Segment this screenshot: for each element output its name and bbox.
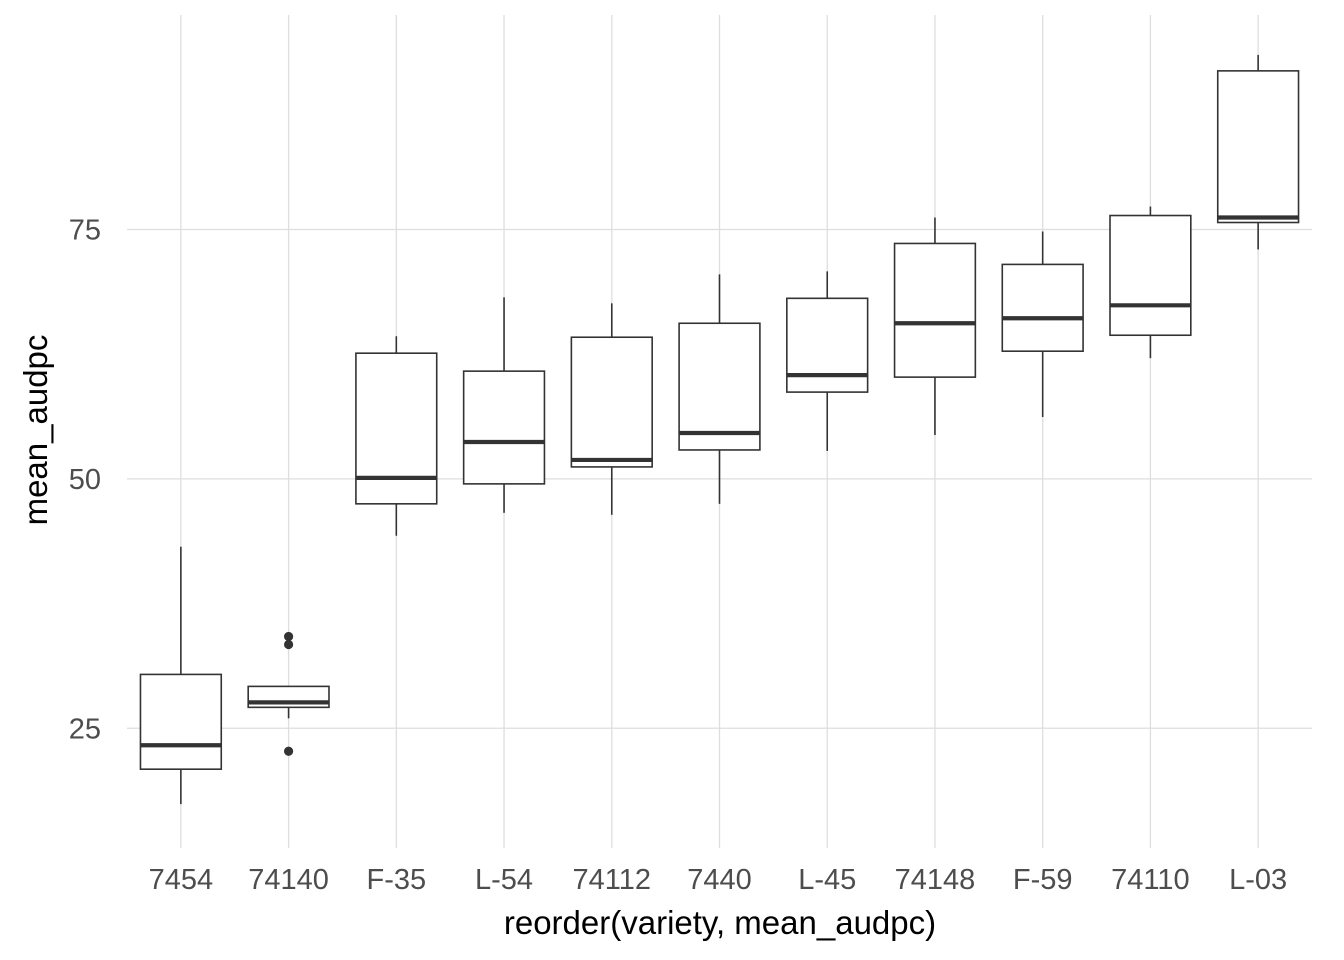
x-tick-label: L-03 [1229, 864, 1287, 896]
box-L-45 [786, 271, 869, 451]
x-tick-label: F-35 [366, 864, 426, 896]
box-iqr [786, 297, 869, 393]
box-iqr [893, 242, 977, 378]
tick-labels: 25 50 75 7454 74140 F-35 L-54 74112 7440 L-45 7414… [69, 214, 1287, 896]
x-tick-label: 7454 [149, 864, 214, 896]
box-74140 [247, 631, 330, 756]
box-iqr [678, 322, 761, 451]
y-tick-label: 50 [69, 464, 101, 496]
box-L-54 [462, 297, 546, 513]
box-7454 [139, 546, 223, 805]
x-tick-label: L-54 [475, 864, 533, 896]
box-iqr [462, 370, 546, 485]
y-tick-label: 25 [69, 713, 101, 745]
box-iqr [570, 336, 653, 468]
outlier-point [283, 639, 294, 650]
outlier-point [283, 631, 294, 642]
x-tick-label: 74140 [248, 864, 329, 896]
box-iqr [139, 673, 223, 770]
box-iqr [355, 352, 438, 505]
x-tick-label: L-45 [798, 864, 856, 896]
box-iqr [1109, 214, 1192, 337]
x-tick-label: F-59 [1013, 864, 1073, 896]
y-axis-title: mean_audpc [17, 335, 54, 526]
box-7440 [678, 274, 761, 504]
box-layer [139, 54, 1300, 805]
box-74110 [1109, 206, 1192, 359]
box-iqr [1001, 263, 1084, 352]
y-tick-label: 75 [69, 214, 101, 246]
box-74148 [893, 217, 977, 435]
outlier-point [283, 746, 294, 756]
x-tick-label: 74148 [895, 864, 976, 896]
x-tick-label: 7440 [687, 864, 752, 896]
box-iqr [1216, 70, 1300, 224]
box-F-35 [355, 336, 438, 536]
box-74112 [570, 303, 653, 515]
box-F-59 [1001, 231, 1084, 418]
box-L-03 [1216, 54, 1300, 250]
x-axis-title: reorder(variety, mean_audpc) [504, 904, 936, 941]
x-tick-label: 74110 [1111, 864, 1190, 896]
x-tick-label: 74112 [573, 864, 652, 896]
